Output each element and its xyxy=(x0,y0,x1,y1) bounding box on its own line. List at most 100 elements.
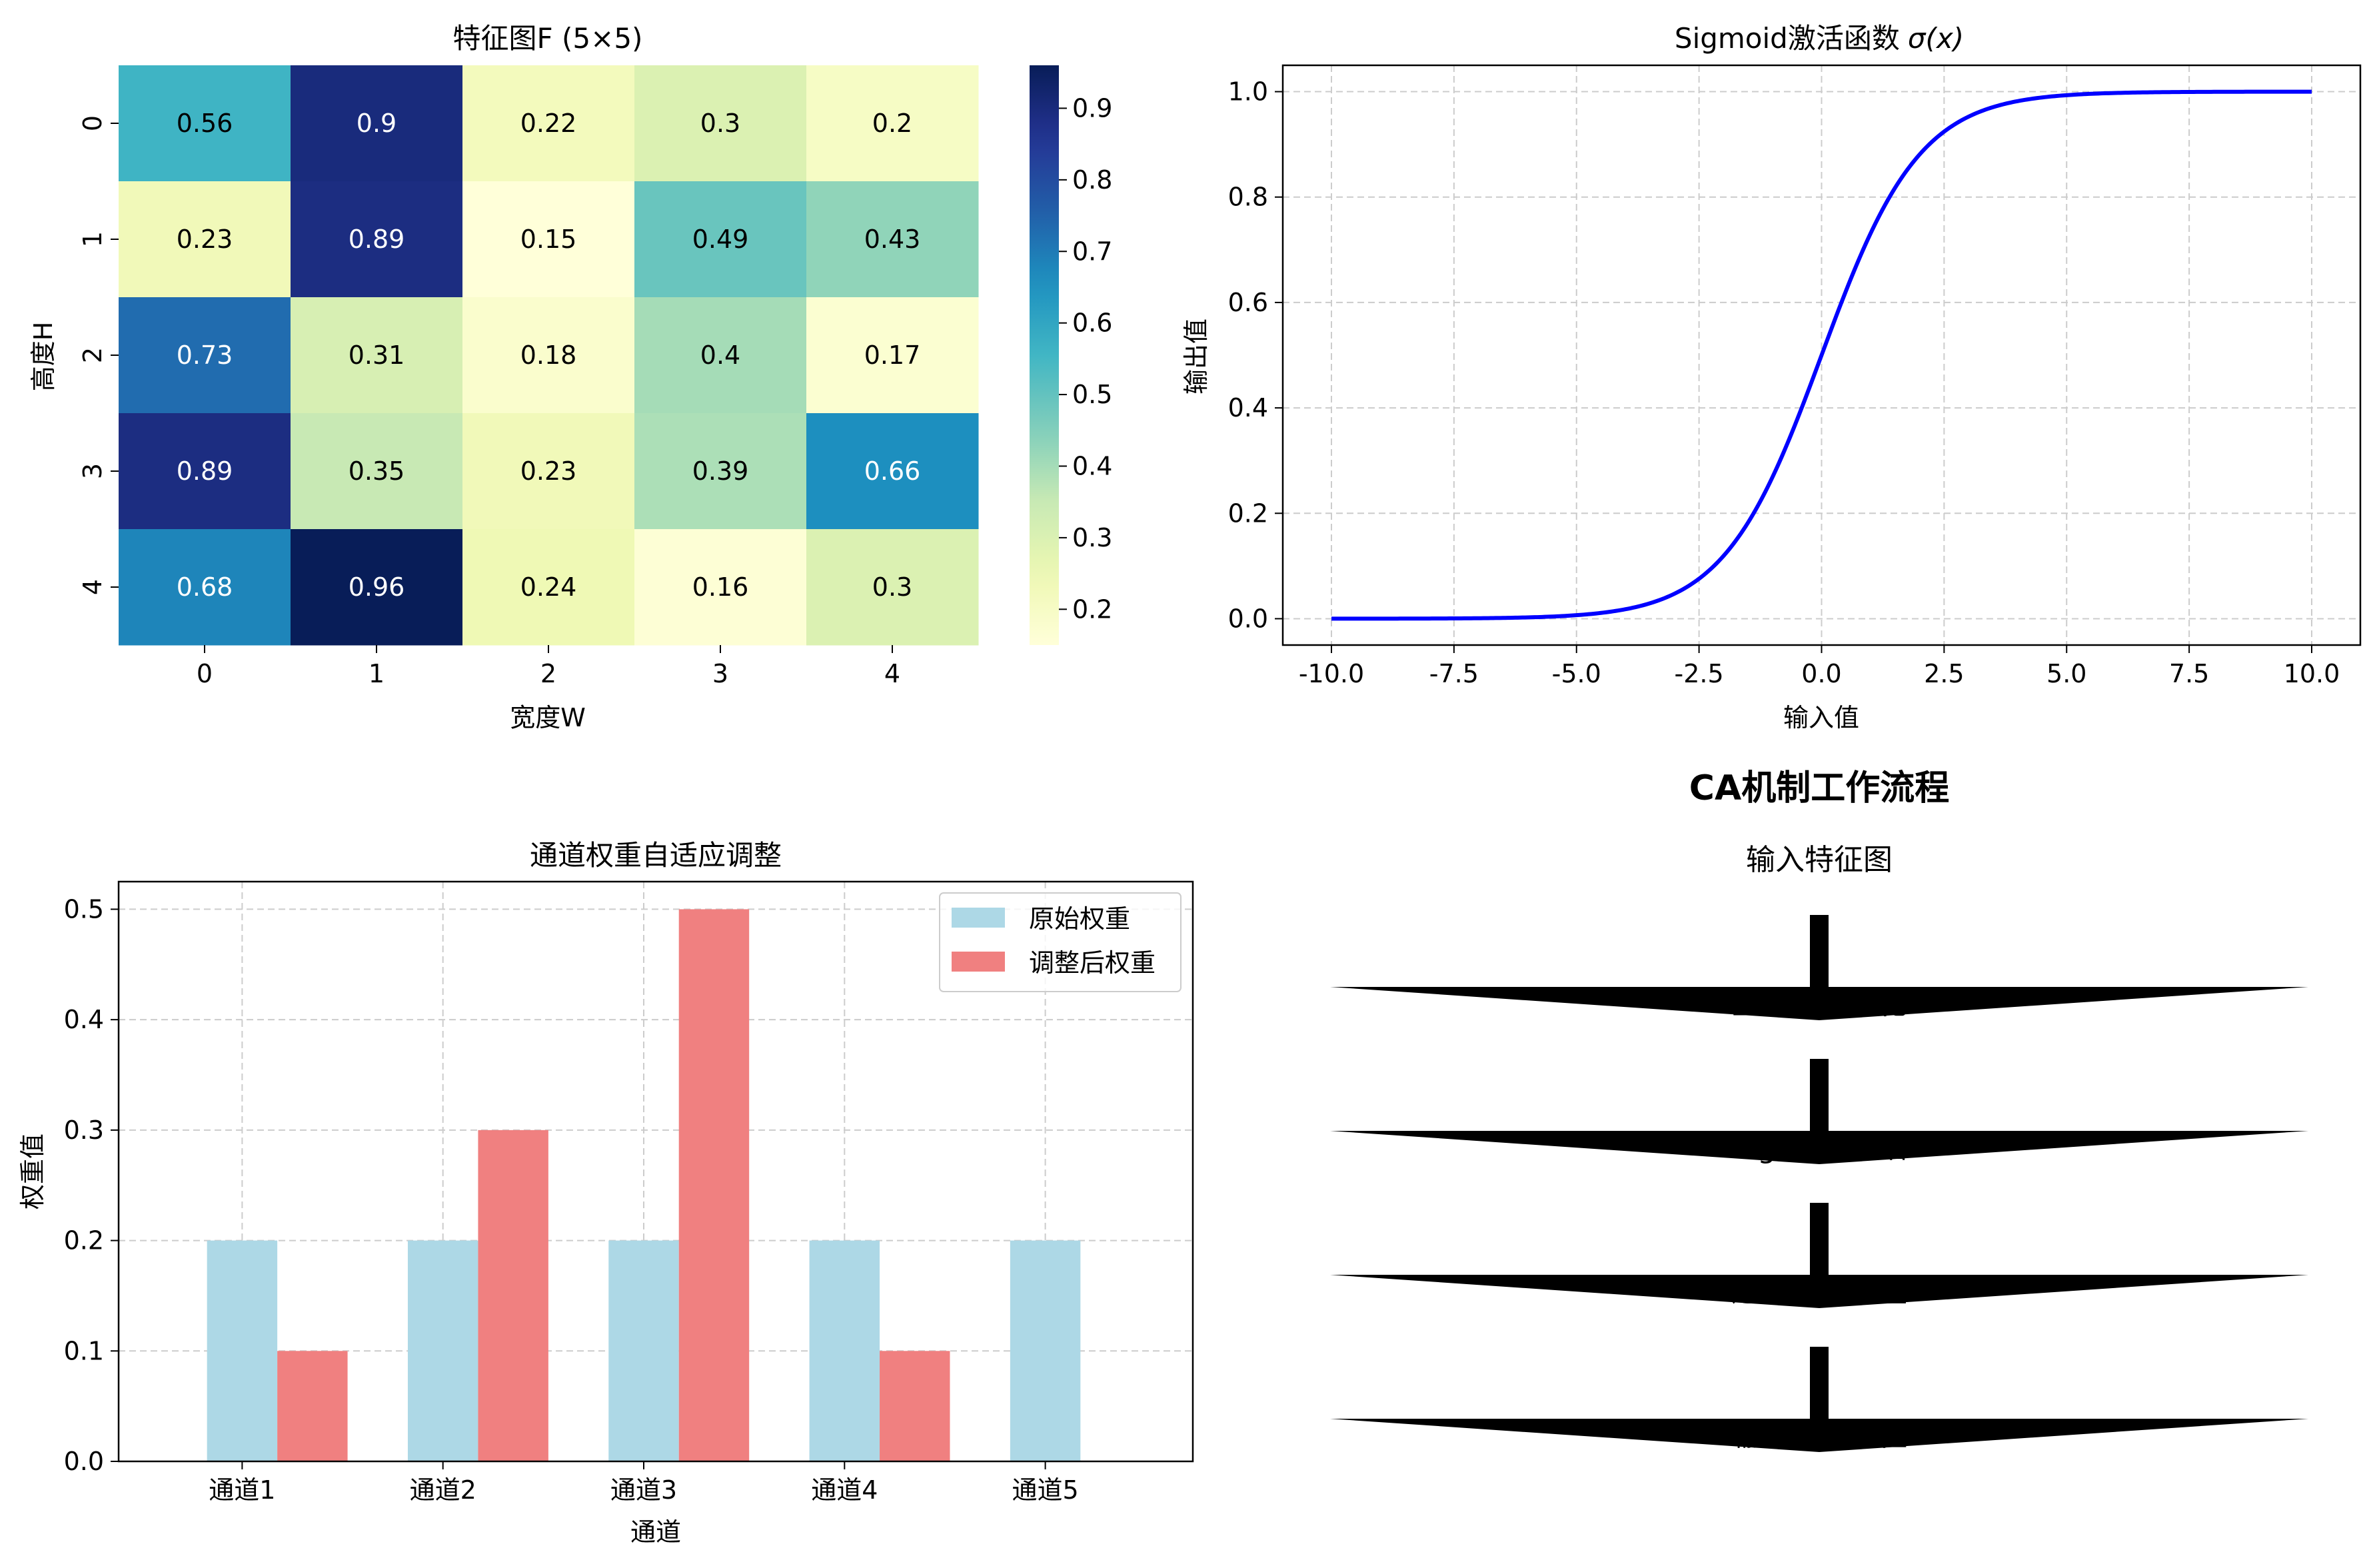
bar-original xyxy=(1010,1240,1081,1461)
heatmap-cell-label: 0.18 xyxy=(520,341,577,370)
bar-adjusted xyxy=(478,1130,548,1461)
heatmap-y-tick-label: 1 xyxy=(78,231,107,247)
heatmap-cell-label: 0.23 xyxy=(177,225,233,254)
bar-x-tick-label: 通道3 xyxy=(610,1475,677,1505)
heatmap-cell xyxy=(119,529,291,646)
heatmap-cell-label: 0.89 xyxy=(177,456,233,486)
bar-original xyxy=(608,1240,679,1461)
heatmap-cell xyxy=(806,65,979,182)
heatmap-y-tick-label: 2 xyxy=(78,347,107,363)
heatmap-cell-label: 0.2 xyxy=(872,109,912,138)
heatmap-cells: 0.56 0.9 0.22 0.3 0.2 0.23 0.89 0.15 0.49 0.43 0.7… xyxy=(119,65,979,646)
heatmap-cell xyxy=(291,413,463,530)
bar-x-tick-label: 通道5 xyxy=(1012,1475,1079,1505)
heatmap-cell xyxy=(119,65,291,182)
heatmap-cell-label: 0.66 xyxy=(864,456,921,486)
sigmoid-y-tick-label: 0.0 xyxy=(1228,604,1268,633)
sigmoid-curve xyxy=(1331,89,2312,621)
heatmap-cell xyxy=(462,65,635,182)
bar-x-tick-label: 通道2 xyxy=(410,1475,476,1505)
flow-step-label: 输入特征图 xyxy=(1746,843,1893,877)
legend-label-original: 原始权重 xyxy=(1029,904,1130,934)
heatmap-y-label: 高度H xyxy=(29,322,58,392)
heatmap-cell-label: 0.17 xyxy=(864,341,921,370)
bar-adjusted xyxy=(277,1351,348,1461)
heatmap-x-tick-label: 4 xyxy=(884,659,900,688)
colorbar-tick-label: 0.5 xyxy=(1072,380,1112,409)
sigmoid-panel: Sigmoid激活函数 σ(x) -10.0 -7.5 -5.0 -2.5 0.0 2.5 5… xyxy=(1182,22,2362,732)
bar-original xyxy=(407,1240,478,1461)
bar-panel: 通道权重自适应调整 通道1 通道2 通道3 通道4 通道5 0.00.10.20.30.… xyxy=(18,839,1194,1547)
flow-arrow xyxy=(1330,1203,2308,1308)
heatmap-cell xyxy=(462,529,635,646)
heatmap-cell xyxy=(119,297,291,414)
bar-y-tick-label: 0.4 xyxy=(64,1005,104,1034)
bar-y-tick-label: 0.0 xyxy=(64,1447,104,1476)
heatmap-cell xyxy=(119,181,291,298)
sigmoid-x-label: 输入值 xyxy=(1783,703,1859,732)
sigmoid-title-math: σ(x) xyxy=(1908,22,1964,55)
bar-bars xyxy=(207,909,1081,1461)
sigmoid-x-ticks: -10.0 -7.5 -5.0 -2.5 0.0 2.5 5.0 7.5 10.0 xyxy=(1299,645,2340,688)
flow-arrow xyxy=(1330,915,2308,1020)
heatmap-cell-label: 0.89 xyxy=(349,225,405,254)
legend-swatch-original xyxy=(952,908,1005,928)
sigmoid-x-tick-label: 0.0 xyxy=(1801,659,1841,688)
sigmoid-y-tick-label: 0.6 xyxy=(1228,288,1268,317)
heatmap-cell xyxy=(634,529,807,646)
sigmoid-title-text: Sigmoid激活函数 xyxy=(1675,22,1900,55)
heatmap-cell xyxy=(291,529,463,646)
heatmap-panel: 特征图F (5×5) 0.56 0.9 0.22 0.3 0.20.23 0.89 0.15… xyxy=(29,22,1112,732)
legend-swatch-adjusted xyxy=(952,952,1005,972)
flow-step-label: 通道权重调整 xyxy=(1731,1275,1907,1309)
bar-y-tick-label: 0.1 xyxy=(64,1336,104,1365)
colorbar-tick-label: 0.2 xyxy=(1072,594,1112,624)
flow-arrow xyxy=(1330,1059,2308,1164)
sigmoid-y-tick-label: 0.8 xyxy=(1228,183,1268,212)
bar-y-ticks: 0.0 0.1 0.2 0.3 0.4 0.5 xyxy=(64,894,119,1476)
heatmap-cell xyxy=(291,65,463,182)
heatmap-cell xyxy=(462,413,635,530)
bar-x-ticks: 通道1 通道2 通道3 通道4 通道5 xyxy=(209,1461,1079,1505)
heatmap-cell xyxy=(634,65,807,182)
heatmap-cell-label: 0.22 xyxy=(520,109,577,138)
legend-label-adjusted: 调整后权重 xyxy=(1029,948,1156,978)
sigmoid-y-tick-label: 1.0 xyxy=(1228,77,1268,107)
heatmap-cell-label: 0.23 xyxy=(520,456,577,486)
heatmap-cell xyxy=(806,529,979,646)
sigmoid-x-tick-label: -2.5 xyxy=(1675,659,1724,688)
colorbar xyxy=(1030,65,1059,645)
heatmap-y-tick-label: 4 xyxy=(78,579,107,595)
bar-original xyxy=(207,1240,278,1461)
heatmap-cell-label: 0.49 xyxy=(692,225,749,254)
bar-adjusted xyxy=(880,1351,950,1461)
flow-title: CA机制工作流程 xyxy=(1689,768,1949,808)
sigmoid-title: Sigmoid激活函数 σ(x) xyxy=(1675,22,1964,55)
heatmap-cell xyxy=(634,297,807,414)
bar-x-tick-label: 通道1 xyxy=(209,1475,275,1505)
sigmoid-x-tick-label: -5.0 xyxy=(1552,659,1601,688)
heatmap-title: 特征图F (5×5) xyxy=(453,22,643,55)
flow-step-label: 全局平均池化 xyxy=(1731,987,1907,1021)
heatmap-cell-label: 0.43 xyxy=(864,225,921,254)
heatmap-cell-label: 0.15 xyxy=(520,225,577,254)
sigmoid-grid xyxy=(1283,65,2360,645)
heatmap-x-tick-label: 1 xyxy=(369,659,385,688)
heatmap-cell xyxy=(634,413,807,530)
bar-original xyxy=(809,1240,880,1461)
heatmap-cell xyxy=(806,181,979,298)
bar-y-tick-label: 0.2 xyxy=(64,1226,104,1255)
bar-y-label: 权重值 xyxy=(18,1134,47,1209)
colorbar-tick-label: 0.8 xyxy=(1072,165,1112,195)
heatmap-cell-label: 0.4 xyxy=(700,341,740,370)
bar-title: 通道权重自适应调整 xyxy=(530,839,782,872)
heatmap-y-tick-label: 3 xyxy=(78,463,107,479)
sigmoid-x-tick-label: 2.5 xyxy=(1924,659,1964,688)
flow-arrow xyxy=(1330,1347,2308,1452)
heatmap-cell-label: 0.35 xyxy=(349,456,405,486)
heatmap-cell xyxy=(806,297,979,414)
heatmap-cell-label: 0.16 xyxy=(692,572,749,602)
colorbar-tick-label: 0.7 xyxy=(1072,237,1112,266)
bar-y-tick-label: 0.5 xyxy=(64,894,104,924)
